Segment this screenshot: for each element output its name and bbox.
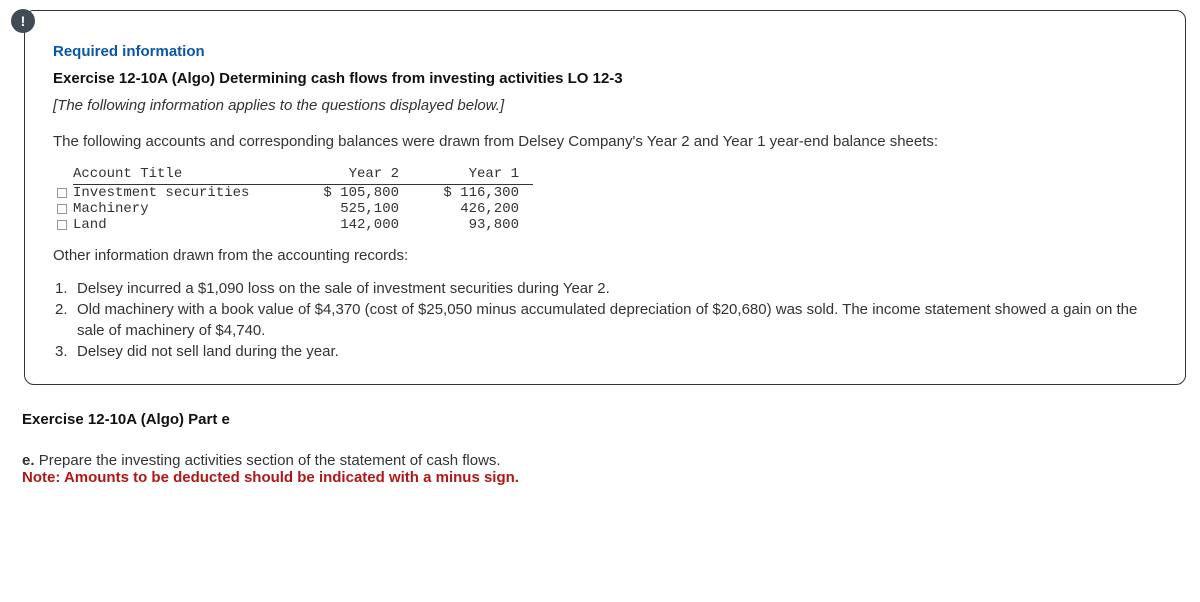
row-marker-icon [57, 188, 67, 198]
row-marker-icon [57, 204, 67, 214]
other-info-label: Other information drawn from the account… [53, 247, 1157, 264]
cell-account: Land [73, 217, 293, 233]
instruction-text: Prepare the investing activities section… [39, 452, 501, 469]
cell-account: Investment securities [73, 185, 293, 201]
alert-badge-icon: ! [11, 9, 35, 33]
intro-paragraph: The following accounts and corresponding… [53, 132, 1157, 152]
list-number: 3. [55, 341, 77, 362]
col-header-year1: Year 1 [413, 166, 533, 185]
list-number: 1. [55, 278, 77, 299]
part-title: Exercise 12-10A (Algo) Part e [22, 411, 1178, 428]
cell-year1: $ 116,300 [413, 185, 533, 201]
cell-year2: $ 105,800 [293, 185, 413, 201]
info-list: 1. Delsey incurred a $1,090 loss on the … [55, 278, 1157, 362]
required-information-label: Required information [53, 43, 1157, 60]
instruction-line: e. Prepare the investing activities sect… [22, 452, 1178, 469]
cell-account: Machinery [73, 201, 293, 217]
balances-table: Account Title Year 2 Year 1 Investment s… [57, 166, 1157, 233]
context-note: [The following information applies to th… [53, 97, 1157, 114]
exercise-title: Exercise 12-10A (Algo) Determining cash … [53, 70, 1157, 87]
cell-year2: 525,100 [293, 201, 413, 217]
row-marker-icon [57, 220, 67, 230]
info-card: ! Required information Exercise 12-10A (… [24, 10, 1186, 385]
list-text: Delsey did not sell land during the year… [77, 341, 1157, 362]
question-section: Exercise 12-10A (Algo) Part e e. Prepare… [22, 411, 1178, 486]
cell-year1: 93,800 [413, 217, 533, 233]
list-text: Delsey incurred a $1,090 loss on the sal… [77, 278, 1157, 299]
list-text: Old machinery with a book value of $4,37… [77, 299, 1157, 341]
instruction-prefix: e. [22, 452, 39, 469]
col-header-year2: Year 2 [293, 166, 413, 185]
cell-year1: 426,200 [413, 201, 533, 217]
cell-year2: 142,000 [293, 217, 413, 233]
list-item: 3. Delsey did not sell land during the y… [55, 341, 1157, 362]
col-header-account: Account Title [73, 166, 293, 185]
list-item: 2. Old machinery with a book value of $4… [55, 299, 1157, 341]
note-warning: Note: Amounts to be deducted should be i… [22, 469, 1178, 486]
list-item: 1. Delsey incurred a $1,090 loss on the … [55, 278, 1157, 299]
list-number: 2. [55, 299, 77, 341]
